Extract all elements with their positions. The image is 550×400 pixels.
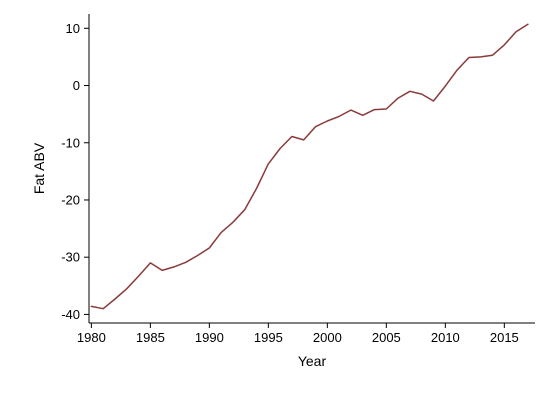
x-tick-label: 2015 — [490, 330, 519, 345]
x-tick-label: 2010 — [431, 330, 460, 345]
x-tick-label: 2000 — [313, 330, 342, 345]
y-tick-label: 0 — [73, 78, 80, 93]
y-tick-label: -40 — [61, 307, 80, 322]
x-tick-label: 1980 — [77, 330, 106, 345]
x-tick-label: 1990 — [195, 330, 224, 345]
axes — [88, 14, 535, 324]
x-tick-label: 2005 — [372, 330, 401, 345]
y-axis-title: Fat ABV — [31, 142, 47, 194]
y-tick-label: -20 — [61, 192, 80, 207]
series-group — [90, 23, 529, 310]
x-tick-label: 1985 — [136, 330, 165, 345]
x-tick-label: 1995 — [254, 330, 283, 345]
y-tick-label: -30 — [61, 250, 80, 265]
y-ticks: 10 0 -10 -20 -30 -40 — [61, 21, 89, 322]
x-axis-title: Year — [298, 353, 327, 369]
series-line — [90, 23, 529, 310]
y-tick-label: 10 — [66, 21, 80, 36]
x-ticks: 1980 1985 1990 1995 2000 2005 2010 2015 — [77, 323, 519, 345]
y-tick-label: -10 — [61, 135, 80, 150]
